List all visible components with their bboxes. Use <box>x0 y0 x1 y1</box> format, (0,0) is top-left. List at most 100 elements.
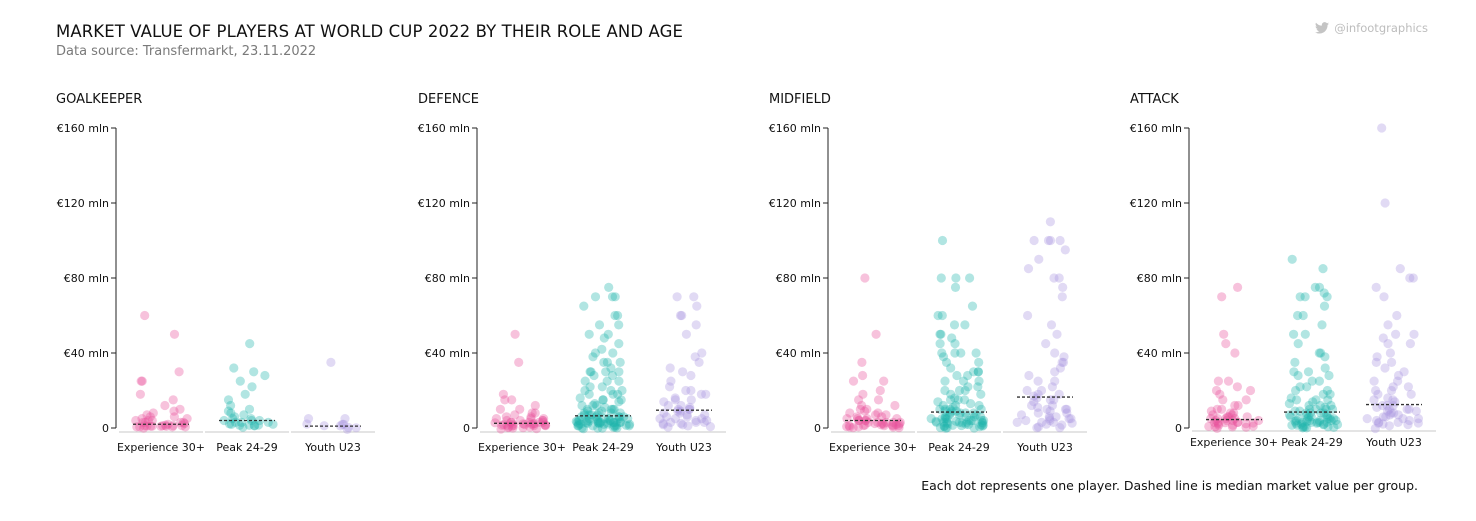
player-dot <box>666 376 676 386</box>
player-dot <box>593 423 603 433</box>
player-dot <box>935 339 945 349</box>
player-dot <box>588 421 598 431</box>
player-dot <box>858 389 868 399</box>
player-dot <box>940 414 950 424</box>
player-dot <box>604 282 614 292</box>
player-dot <box>1045 406 1055 416</box>
player-dot <box>888 421 898 431</box>
player-dot <box>855 404 866 414</box>
player-dot <box>593 415 603 426</box>
player-dot <box>1369 376 1379 386</box>
player-dot <box>614 412 624 422</box>
player-dot <box>860 420 870 430</box>
player-dot <box>1371 385 1381 396</box>
player-dot <box>342 424 352 434</box>
player-dot <box>1222 412 1232 422</box>
player-dot <box>1378 419 1388 429</box>
player-dot <box>696 389 707 399</box>
player-dot <box>584 416 594 426</box>
player-dot <box>1380 198 1390 208</box>
player-dot <box>1305 408 1315 418</box>
player-dot <box>1306 417 1316 427</box>
player-dot <box>1029 397 1039 407</box>
player-dot <box>678 420 688 430</box>
player-dot <box>1228 415 1238 426</box>
player-dot <box>1331 415 1341 426</box>
player-dot <box>160 420 171 430</box>
player-dot <box>608 389 618 399</box>
player-dot <box>602 357 613 367</box>
player-dot <box>860 273 870 283</box>
player-dot <box>933 310 943 321</box>
player-dot <box>978 420 988 430</box>
player-dot <box>1295 406 1305 416</box>
player-dot <box>148 408 158 418</box>
player-dot <box>1388 395 1398 405</box>
player-dot <box>592 400 602 411</box>
player-dot <box>1385 348 1395 358</box>
player-dot <box>1377 123 1387 133</box>
player-dot <box>958 376 969 386</box>
player-dot <box>691 320 701 330</box>
player-dot <box>1383 339 1393 349</box>
player-dot <box>609 404 619 414</box>
player-dot <box>1405 273 1415 283</box>
y-tick-label: €160 mln <box>418 122 470 135</box>
player-dot <box>845 422 855 432</box>
player-dot <box>1284 399 1294 409</box>
player-dot <box>1362 414 1372 424</box>
player-dot <box>973 367 983 377</box>
player-dot <box>571 416 581 426</box>
player-dot <box>1211 385 1222 396</box>
player-dot <box>239 410 249 420</box>
player-dot <box>590 348 601 358</box>
player-dot <box>595 417 605 427</box>
player-dot <box>594 419 605 429</box>
player-dot <box>624 421 634 431</box>
player-dot <box>1315 417 1325 427</box>
player-dot <box>950 282 961 292</box>
player-dot <box>1329 414 1339 424</box>
player-dot <box>1233 417 1243 427</box>
player-dot <box>223 395 234 405</box>
player-dot <box>611 420 621 430</box>
player-dot <box>670 395 681 405</box>
player-dot <box>951 273 961 283</box>
player-dot <box>597 382 607 392</box>
player-dot <box>579 410 590 420</box>
player-dot <box>1329 422 1339 432</box>
player-dot <box>608 404 618 414</box>
player-dot <box>936 329 946 339</box>
player-dot <box>246 414 256 424</box>
player-dot <box>491 414 501 424</box>
player-dot <box>1012 417 1022 427</box>
player-dot <box>147 415 157 426</box>
player-dot <box>1047 382 1057 392</box>
player-dot <box>260 370 270 381</box>
player-dot <box>1387 357 1397 367</box>
player-dot <box>853 422 864 432</box>
player-dot <box>947 333 957 343</box>
player-dot <box>247 382 257 392</box>
player-dot <box>1388 400 1398 411</box>
player-dot <box>143 415 153 426</box>
player-dot <box>235 420 245 430</box>
player-dot <box>961 412 971 422</box>
player-dot <box>230 412 240 422</box>
player-dot <box>343 422 353 432</box>
player-dot <box>943 419 953 429</box>
player-dot <box>672 292 682 302</box>
y-tick-label: €40 mln <box>64 347 109 360</box>
player-dot <box>685 404 695 414</box>
player-dot <box>1049 273 1059 283</box>
credit[interactable]: @infootgraphics <box>1315 21 1428 35</box>
player-dot <box>1312 418 1322 428</box>
player-dot <box>223 406 234 416</box>
player-dot <box>1383 320 1393 330</box>
player-dot <box>1332 419 1343 430</box>
player-dot <box>926 414 936 424</box>
player-dot <box>139 423 149 433</box>
y-tick-label: €80 mln <box>425 272 470 285</box>
player-dot <box>977 417 987 427</box>
chart-title: MARKET VALUE OF PLAYERS AT WORLD CUP 202… <box>56 22 684 41</box>
